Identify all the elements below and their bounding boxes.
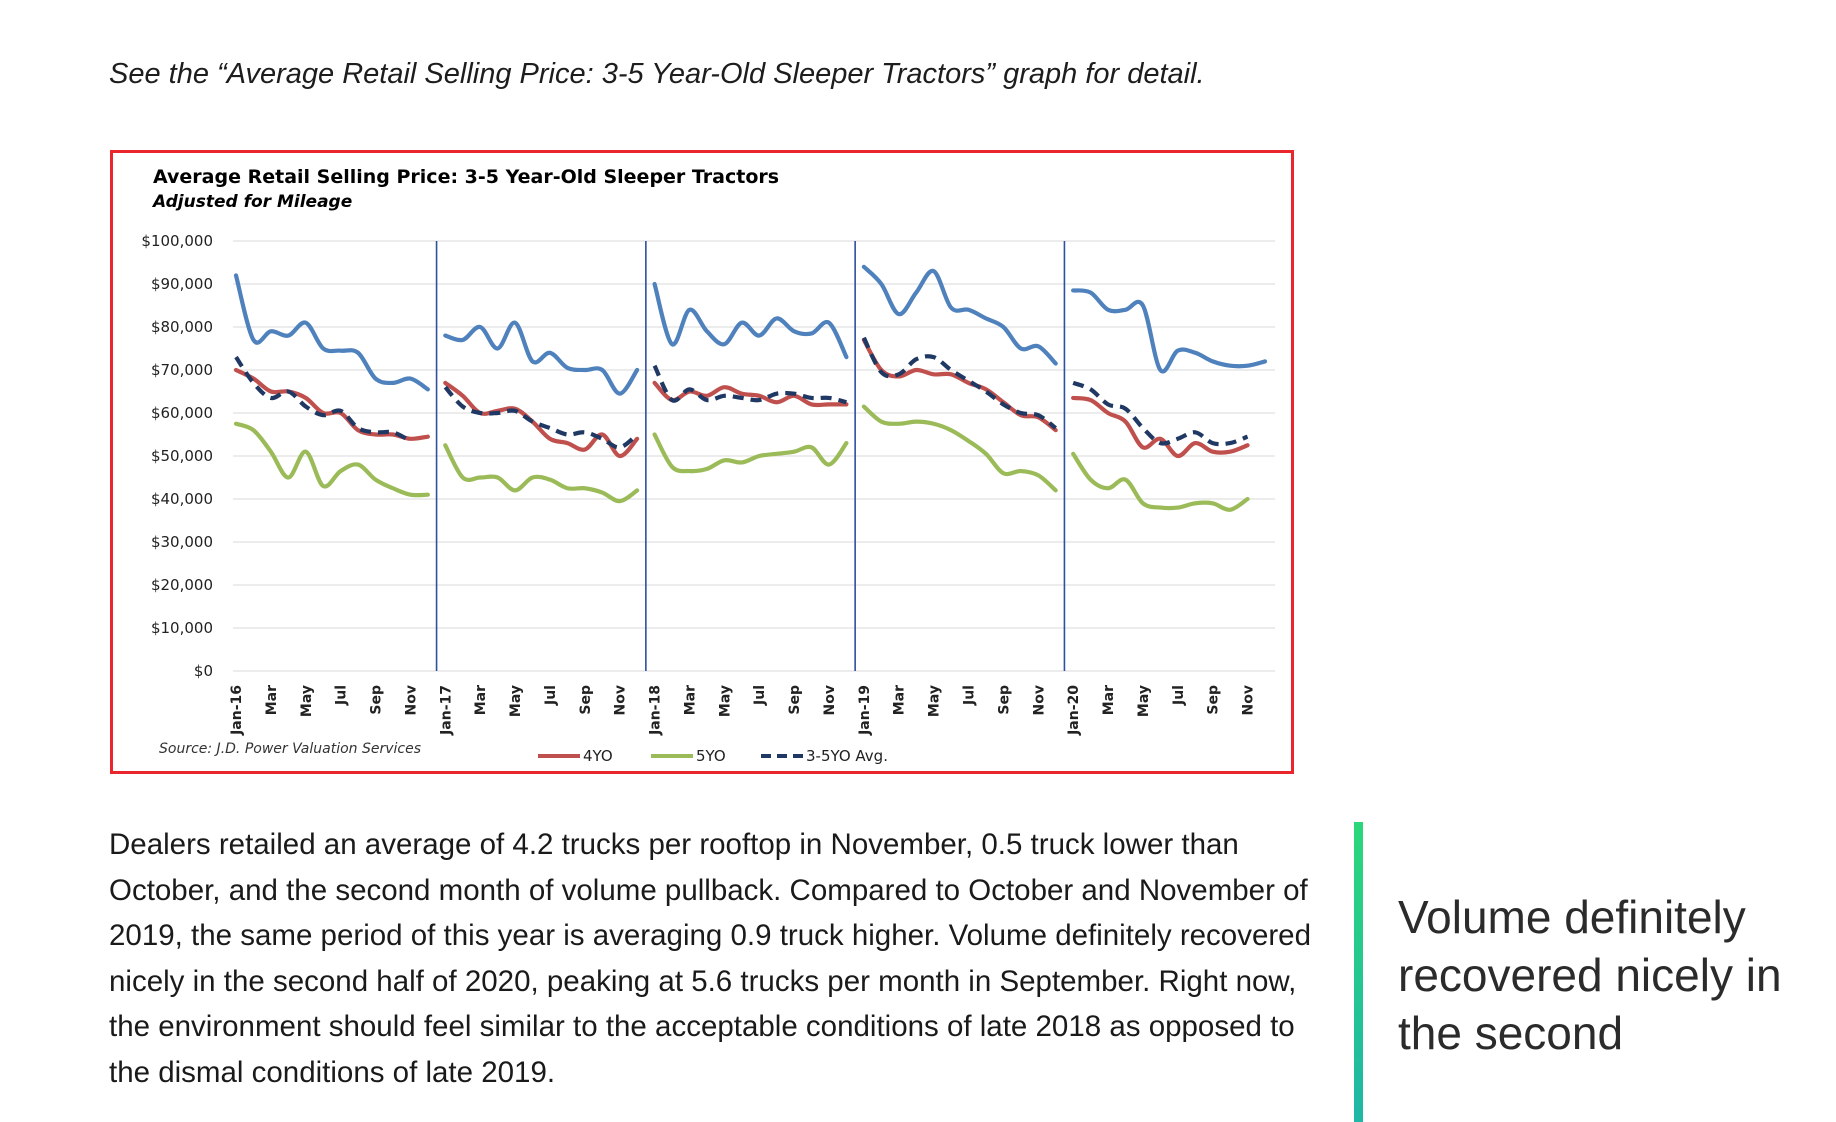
series-line-4yo-seg-0 [233, 367, 430, 441]
x-tick-label: Sep [369, 685, 385, 715]
x-tick-label: Sep [996, 685, 1012, 715]
series-line-unlabeled-seg-0 [233, 273, 430, 392]
y-tick-label: $30,000 [151, 533, 213, 551]
series-line-4yo-seg-4 [1071, 395, 1250, 459]
y-tick-label: $100,000 [141, 232, 213, 250]
series-line-unlabeled-seg-2 [652, 281, 849, 360]
x-tick-label: Jul [543, 685, 559, 706]
x-tick-label: Jul [1171, 685, 1187, 706]
y-tick-label: $10,000 [151, 619, 213, 637]
x-tick-label: Nov [1241, 685, 1257, 715]
chart-subtitle: Adjusted for Mileage [151, 192, 352, 212]
x-tick-label: Jan-17 [438, 685, 454, 736]
series-line-unlabeled-seg-1 [443, 320, 640, 396]
series-line-5yo-seg-3 [861, 404, 1058, 493]
chart-frame: Average Retail Selling Price: 3-5 Year-O… [110, 150, 1294, 774]
series-line-3-5yo-avg--seg-4 [1072, 380, 1249, 447]
year-divider-layer [435, 241, 1066, 671]
series-line-5yo-seg-0 [233, 421, 430, 498]
pull-quote-accent-bar [1354, 822, 1363, 1122]
y-tick-label: $70,000 [151, 361, 213, 379]
x-tick-label: Mar [264, 685, 280, 715]
x-tick-label: Jul [962, 685, 978, 706]
x-tick-label: Mar [1101, 685, 1117, 715]
series-line-4yo-seg-2 [652, 380, 849, 408]
x-tick-label: Jan-20 [1066, 685, 1082, 736]
x-tick-label: Sep [578, 685, 594, 715]
series-line-3-5yo-avg--seg-1 [443, 385, 639, 450]
y-tick-label: $60,000 [151, 404, 213, 422]
y-tick-label: $20,000 [151, 576, 213, 594]
chart-source: Source: J.D. Power Valuation Services [159, 741, 421, 757]
series-line-3-5yo-avg--seg-3 [861, 336, 1058, 430]
series-line-3-5yo-avg--seg-2 [652, 364, 847, 405]
x-tick-label: Mar [473, 685, 489, 715]
chart-legend: 4YO 5YO 3-5YO Avg. [538, 747, 888, 765]
x-tick-label: Jan-19 [857, 685, 873, 736]
series-line-5yo-seg-4 [1071, 451, 1250, 512]
x-tick-label: Nov [1031, 685, 1047, 715]
x-tick-label: Jan-16 [229, 685, 245, 736]
x-tick-label: Mar [682, 685, 698, 715]
x-tick-label: May [717, 685, 733, 717]
body-paragraph: Dealers retailed an average of 4.2 truck… [109, 828, 1311, 1089]
x-tick-label: May [1136, 685, 1152, 717]
series-line-5yo-seg-1 [443, 443, 640, 504]
x-tick-label: Sep [787, 685, 803, 715]
legend-label: 5YO [696, 747, 726, 765]
x-tick-label: Nov [403, 685, 419, 715]
x-axis-ticks: Jan-16 Mar May Jul Sep Nov Jan-17 Mar May Jul Sep N… [229, 685, 1257, 736]
x-tick-label: Jul [752, 685, 768, 706]
series-line-5yo-seg-2 [652, 432, 849, 474]
price-line-chart: Average Retail Selling Price: 3-5 Year-O… [141, 166, 1275, 765]
y-tick-label: $40,000 [151, 490, 213, 508]
series-line-3-5yo-avg--seg-0 [234, 355, 412, 443]
y-tick-label: $0 [194, 662, 213, 680]
series-layer [233, 264, 1268, 512]
y-tick-label: $80,000 [151, 318, 213, 336]
series-line-unlabeled-seg-3 [861, 264, 1058, 366]
x-tick-label: May [508, 685, 524, 717]
x-tick-label: May [299, 685, 315, 717]
pull-quote: Volume definitely recovered nicely in th… [1398, 891, 1782, 1059]
series-line-unlabeled-seg-4 [1071, 288, 1268, 374]
intro-text: See the “Average Retail Selling Price: 3… [109, 58, 1205, 90]
x-tick-label: Jul [334, 685, 350, 706]
legend-label: 3-5YO Avg. [806, 747, 888, 765]
legend-label: 4YO [583, 747, 613, 765]
x-tick-label: Sep [1206, 685, 1222, 715]
x-tick-label: May [927, 685, 943, 717]
series-line-4yo-seg-3 [861, 337, 1058, 433]
y-tick-label: $90,000 [151, 275, 213, 293]
x-tick-label: Nov [822, 685, 838, 715]
y-axis-ticks: $100,000 $90,000 $80,000 $70,000 $60,000 $50,… [141, 232, 213, 680]
x-tick-label: Jan-18 [648, 685, 664, 736]
chart-title: Average Retail Selling Price: 3-5 Year-O… [153, 166, 779, 188]
y-tick-label: $50,000 [151, 447, 213, 465]
x-tick-label: Mar [892, 685, 908, 715]
x-tick-label: Nov [613, 685, 629, 715]
